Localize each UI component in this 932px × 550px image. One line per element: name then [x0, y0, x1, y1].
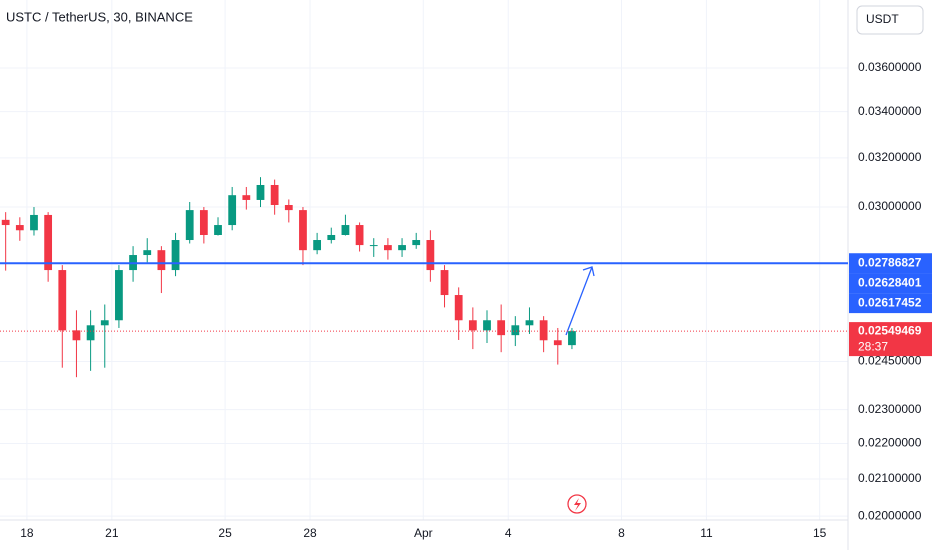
candle-body [384, 245, 392, 251]
candle-body [511, 325, 520, 336]
candle-body [398, 245, 406, 251]
candle-body [30, 214, 38, 231]
y-tick-label: 0.03000000 [858, 199, 922, 213]
candle-body [355, 225, 364, 246]
y-tick-label: 0.03400000 [858, 104, 922, 118]
y-tick-label: 0.03600000 [858, 60, 922, 74]
candle-body [58, 270, 67, 331]
x-tick-label: 21 [105, 526, 119, 540]
candle-body [185, 210, 194, 241]
marker-label: 0.02628401 [858, 275, 922, 289]
candle-body [100, 320, 109, 326]
chart-title: USTC / TetherUS, 30, BINANCE [6, 9, 193, 24]
candle-body [468, 320, 477, 331]
y-tick-label: 0.02100000 [858, 471, 922, 485]
y-tick-label: 0.03200000 [858, 150, 922, 164]
level-label: 0.02786827 [858, 255, 922, 269]
marker-label: 0.02617452 [858, 295, 922, 309]
countdown-label: 28:37 [858, 339, 888, 353]
marker-label-bg [849, 293, 932, 314]
event-icon-bolt [574, 498, 581, 511]
candle-body [327, 234, 336, 241]
currency-button[interactable] [856, 5, 924, 35]
candle-body [284, 205, 293, 211]
current-price-label: 0.02549469 [858, 323, 922, 337]
candle-body [440, 270, 449, 296]
candle-body [143, 250, 152, 256]
marker-label-bg [849, 273, 932, 294]
candle-body [214, 225, 222, 235]
current-price-bg [849, 322, 932, 357]
candle-body [157, 250, 166, 271]
candle-body [72, 330, 81, 341]
x-tick-label: 25 [218, 526, 232, 540]
candle-body [242, 195, 251, 200]
candle-body [568, 331, 576, 346]
candle-body [115, 270, 123, 321]
currency-label[interactable]: USDT [866, 12, 899, 26]
candle-body [256, 184, 265, 200]
candle-body [497, 320, 506, 336]
candle-body [44, 214, 53, 271]
x-tick-label: 15 [813, 526, 827, 540]
candle-body [228, 195, 237, 226]
candle-body [369, 245, 378, 247]
x-tick-label: 18 [20, 526, 34, 540]
candle-body [270, 184, 279, 206]
x-tick-label: 4 [505, 526, 512, 540]
y-tick-label: 0.02200000 [858, 436, 922, 450]
candle-body [525, 320, 534, 326]
candle-body [171, 240, 180, 271]
candle-body [553, 340, 562, 346]
candle-body [539, 320, 548, 341]
y-tick-label: 0.02450000 [858, 354, 922, 368]
candle-body [313, 240, 322, 251]
candle-body [86, 325, 95, 341]
candle-body [15, 225, 24, 231]
x-tick-label: 11 [700, 526, 713, 540]
candle-body [412, 240, 421, 246]
level-label-bg [849, 253, 932, 274]
candle-body [1, 219, 10, 226]
candle-body [199, 210, 208, 235]
x-tick-label: 28 [303, 526, 317, 540]
candle-body [454, 295, 463, 321]
x-tick-label: Apr [414, 526, 433, 540]
x-tick-label: 8 [618, 526, 625, 540]
candle-body [426, 240, 435, 271]
candle-body [483, 320, 491, 331]
y-tick-label: 0.02300000 [858, 402, 922, 416]
candle-body [341, 225, 350, 235]
arrow-drawing [565, 266, 595, 336]
candle-body [299, 210, 307, 251]
y-tick-label: 0.02000000 [858, 508, 922, 522]
